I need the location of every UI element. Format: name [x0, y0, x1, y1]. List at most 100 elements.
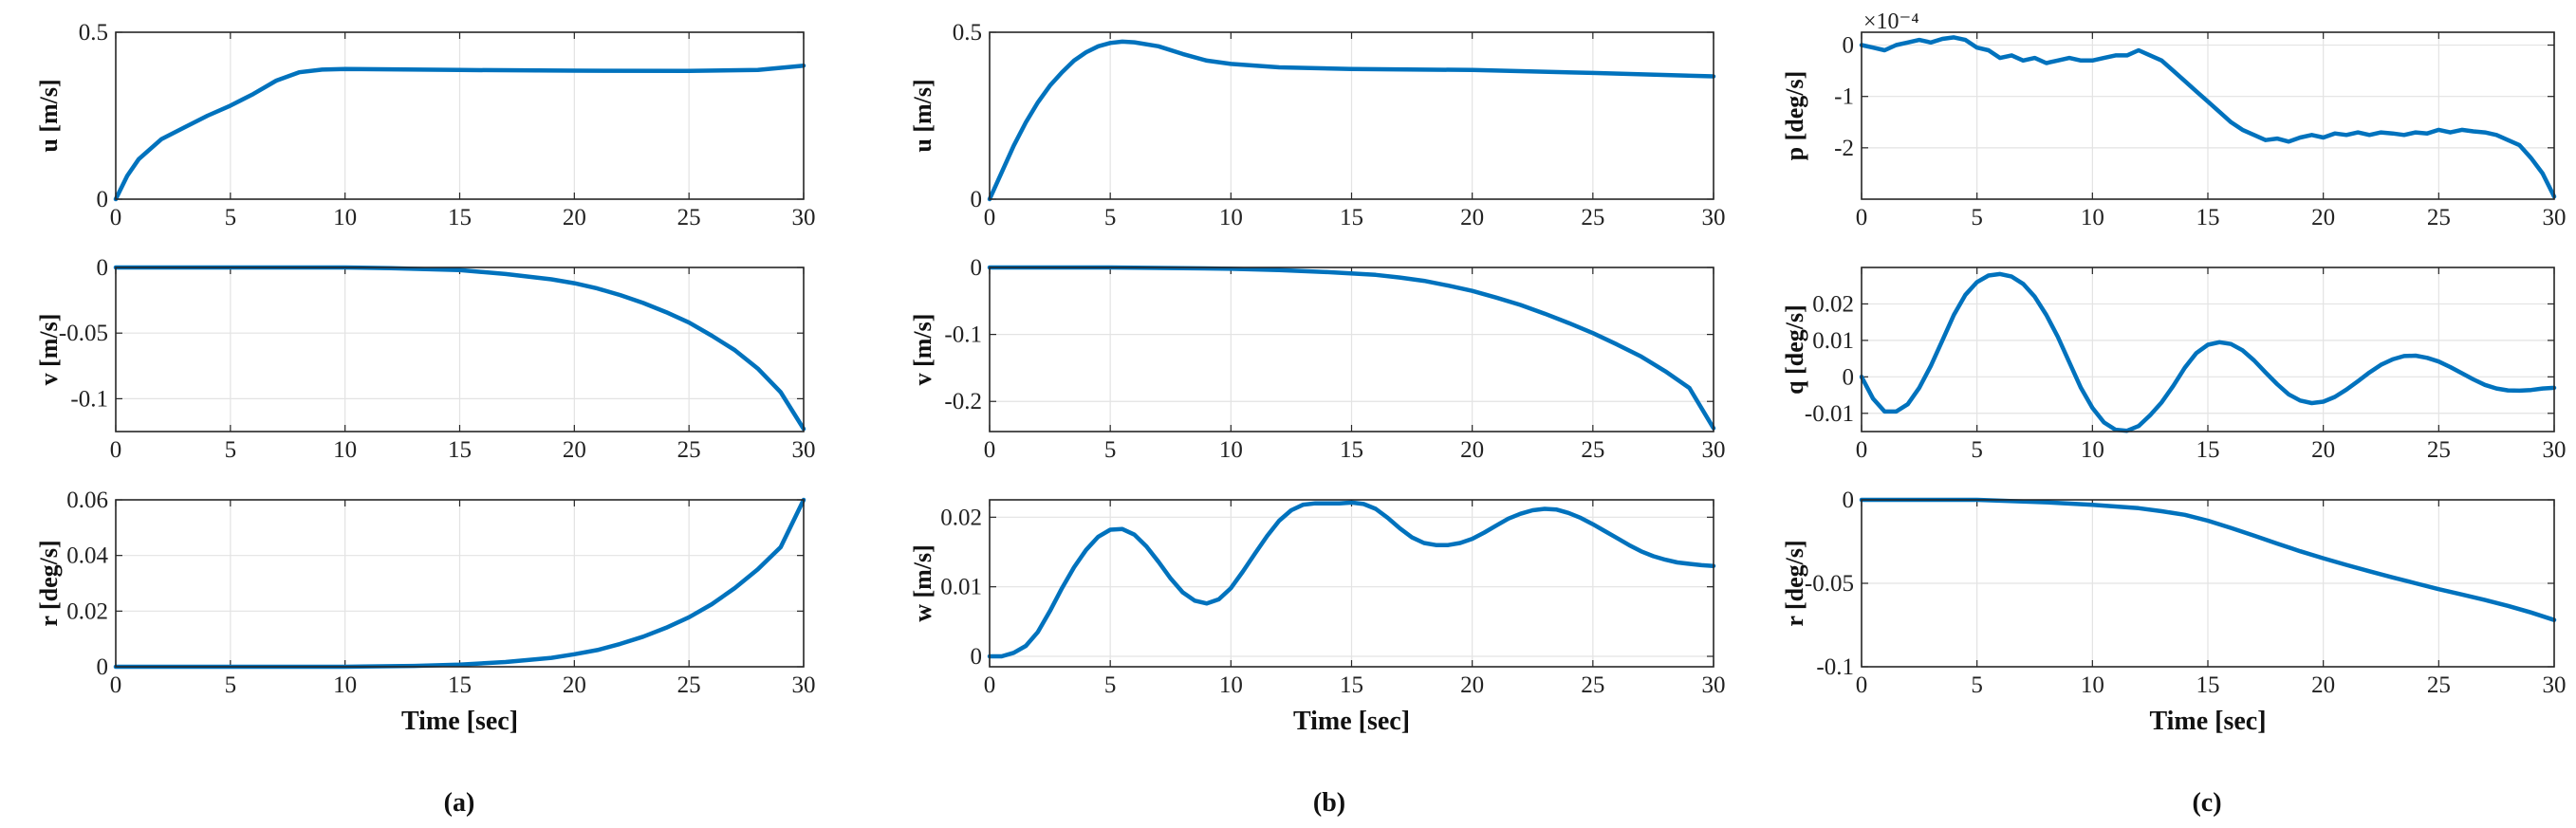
subplot-a-2-xtick-label: 20: [563, 437, 586, 463]
subplot-c-1-scale-label: ×10⁻⁴: [1863, 9, 1919, 34]
subplot-c-3-ytick-label: -0.1: [1816, 654, 1854, 680]
subplot-c-1-xtick-label: 0: [1856, 205, 1868, 230]
subplot-a-3-ylabel: r [deg/s]: [35, 540, 63, 626]
subplot-b-3-axes-box: [989, 499, 1714, 668]
subplot-c-3-xtick-label: 10: [2081, 672, 2104, 698]
subplot-b-2-ytick-label: -0.2: [944, 389, 982, 414]
subplot-c-2-ytick-label: 0: [1843, 364, 1855, 390]
subplot-a-3-xtick-label: 15: [448, 672, 472, 698]
subplot-b-1-axes-box: [989, 31, 1714, 200]
subplot-b-1-xtick-label: 25: [1581, 205, 1604, 230]
subplot-a-1-xtick-label: 25: [677, 205, 701, 230]
subplot-a-1: 0 5 10 15 20 25 30 0 0.5 u [m/s]: [35, 20, 816, 230]
subplot-a-1-xtick-label: 20: [563, 205, 586, 230]
subplot-b-1-xtick-label: 30: [1702, 205, 1726, 230]
subplot-b-2: 0 5 10 15 20 25 30 0 -0.1 -0.2 v [m/s]: [909, 255, 1726, 463]
subplot-c-2-ytick-label: 0.01: [1812, 328, 1854, 354]
subplot-c-3-ytick-label: -0.05: [1805, 571, 1854, 597]
subplot-a-2-ytick-label: -0.1: [70, 386, 108, 412]
subplot-a-3-ytick-label: 0.06: [66, 488, 108, 513]
subplot-c-2-ytick-label: -0.01: [1805, 401, 1854, 427]
subplot-a-1-xtick-label: 15: [448, 205, 472, 230]
subplot-a-2-xtick-label: 0: [110, 437, 122, 463]
subplot-a-2: 0 5 10 15 20 25 30 0 -0.05 -0.1 v [m/s]: [35, 255, 816, 463]
subplot-c-3-xtick-label: 15: [2196, 672, 2220, 698]
subplot-a-3-xtick-label: 25: [677, 672, 701, 698]
subplot-c-1: 0 5 10 15 20 25 30 0 -1 -2 p [deg/s] ×10⁻⁴: [1781, 9, 2567, 230]
subplot-b-2-xtick-label: 15: [1340, 437, 1363, 463]
subplot-a-2-axes-box: [115, 267, 805, 432]
subplot-a-1-xtick-label: 0: [110, 205, 122, 230]
subplot-a-2-xtick-label: 10: [333, 437, 357, 463]
subplot-a-3-xtick-label: 5: [225, 672, 237, 698]
subplot-c-3: 0 5 10 15 20 25 30 0 -0.05 -0.1 r [deg/s] Time [sec…: [1781, 488, 2567, 736]
subplot-c-1-xtick-label: 25: [2427, 205, 2451, 230]
subplot-c-2-xtick-label: 5: [1971, 437, 1983, 463]
subplot-b-1: 0 5 10 15 20 25 30 0 0.5 u [m/s]: [909, 20, 1726, 230]
subplot-c-1-xtick-label: 30: [2543, 205, 2567, 230]
subplot-c-2-ytick-label: 0.02: [1812, 291, 1854, 317]
subplot-c-1-xtick-label: 10: [2081, 205, 2104, 230]
subplot-a-3: 0 5 10 15 20 25 30 0 0.02 0.04 0.06 r [deg/s] Time […: [35, 488, 816, 736]
subplot-a-3-ytick-label: 0: [97, 654, 109, 680]
subplot-c-2-axes-box: [1861, 267, 2555, 432]
subplot-b-3-xtick-label: 20: [1460, 672, 1484, 698]
subplot-b-2-series-line: [987, 265, 1716, 431]
subplot-b-1-ytick-label: 0.5: [953, 20, 982, 46]
subplot-b-3-xtick-label: 25: [1581, 672, 1604, 698]
subplot-b-2-xtick-label: 10: [1219, 437, 1243, 463]
subplot-b-2-ytick-label: -0.1: [944, 322, 982, 348]
subplot-a-1-xtick-label: 5: [225, 205, 237, 230]
subplot-a-2-xtick-label: 5: [225, 437, 237, 463]
caption-a: (a): [444, 788, 475, 818]
subplot-b-3-ylabel: w [m/s]: [909, 544, 936, 622]
subplot-c-3-xlabel: Time [sec]: [2149, 707, 2266, 736]
subplot-a-3-ytick-label: 0.04: [66, 543, 108, 569]
subplot-b-2-ytick-label: 0: [971, 255, 983, 281]
subplot-b-2-xtick-label: 20: [1460, 437, 1484, 463]
subplot-c-2-xtick-label: 15: [2196, 437, 2220, 463]
subplot-c-2-series-line: [1859, 271, 2557, 433]
subplot-b-3-ytick-label: 0: [971, 644, 983, 670]
subplot-c-1-xtick-label: 5: [1971, 205, 1983, 230]
subplot-a-1-xtick-label: 10: [333, 205, 357, 230]
subplot-c-1-series-line: [1859, 35, 2557, 199]
subplot-a-2-xtick-label: 30: [792, 437, 816, 463]
subplot-b-3-xtick-label: 10: [1219, 672, 1243, 698]
subplot-c-2-xtick-label: 30: [2543, 437, 2567, 463]
subplot-c-3-xtick-label: 30: [2543, 672, 2567, 698]
subplot-a-2-ytick-label: -0.05: [59, 321, 108, 346]
subplot-c-3-axes-box: [1861, 499, 2555, 668]
subplot-b-2-xtick-label: 0: [984, 437, 996, 463]
subplot-b-2-axes-box: [989, 267, 1714, 432]
subplot-a-1-series-line: [113, 63, 806, 202]
subplot-a-3-xlabel: Time [sec]: [401, 707, 518, 736]
subplot-c-1-ytick-label: -1: [1834, 84, 1854, 110]
subplot-c-3-ytick-label: 0: [1843, 488, 1855, 513]
subplot-c-1-xtick-label: 20: [2311, 205, 2335, 230]
subplot-b-1-xtick-label: 0: [984, 205, 996, 230]
subplot-c-2-xtick-label: 25: [2427, 437, 2451, 463]
caption-b: (b): [1313, 788, 1345, 818]
subplot-c-3-xtick-label: 20: [2311, 672, 2335, 698]
subplot-b-1-ylabel: u [m/s]: [909, 79, 936, 152]
subplot-c-3-xtick-label: 25: [2427, 672, 2451, 698]
subplot-b-2-ylabel: v [m/s]: [909, 314, 936, 386]
subplot-c-1-axes-box: [1861, 31, 2555, 200]
subplot-a-3-xtick-label: 10: [333, 672, 357, 698]
subplot-a-3-axes-box: [115, 499, 805, 668]
subplot-a-1-axes-box: [115, 31, 805, 200]
subplot-b-3-ytick-label: 0.02: [940, 505, 982, 530]
subplot-b-3: 0 5 10 15 20 25 30 0 0.01 0.02w [m/s] Time [sec]: [909, 499, 1726, 736]
subplot-a-2-xtick-label: 25: [677, 437, 701, 463]
subplot-grid: 0 5 10 15 20 25 30 0 0.5 u [m/s] 0 5 10 15 20 25 30 0 -0.0…: [35, 9, 2567, 736]
subplot-b-1-xtick-label: 10: [1219, 205, 1243, 230]
subplot-b-3-series-line: [987, 500, 1716, 659]
subplot-a-3-ytick-label: 0.02: [66, 598, 108, 624]
caption-c: (c): [2192, 788, 2221, 818]
subplot-c-2-ylabel: q [deg/s]: [1781, 304, 1808, 395]
subplot-b-3-xlabel: Time [sec]: [1293, 707, 1410, 736]
subplot-b-3-xtick-label: 5: [1104, 672, 1117, 698]
